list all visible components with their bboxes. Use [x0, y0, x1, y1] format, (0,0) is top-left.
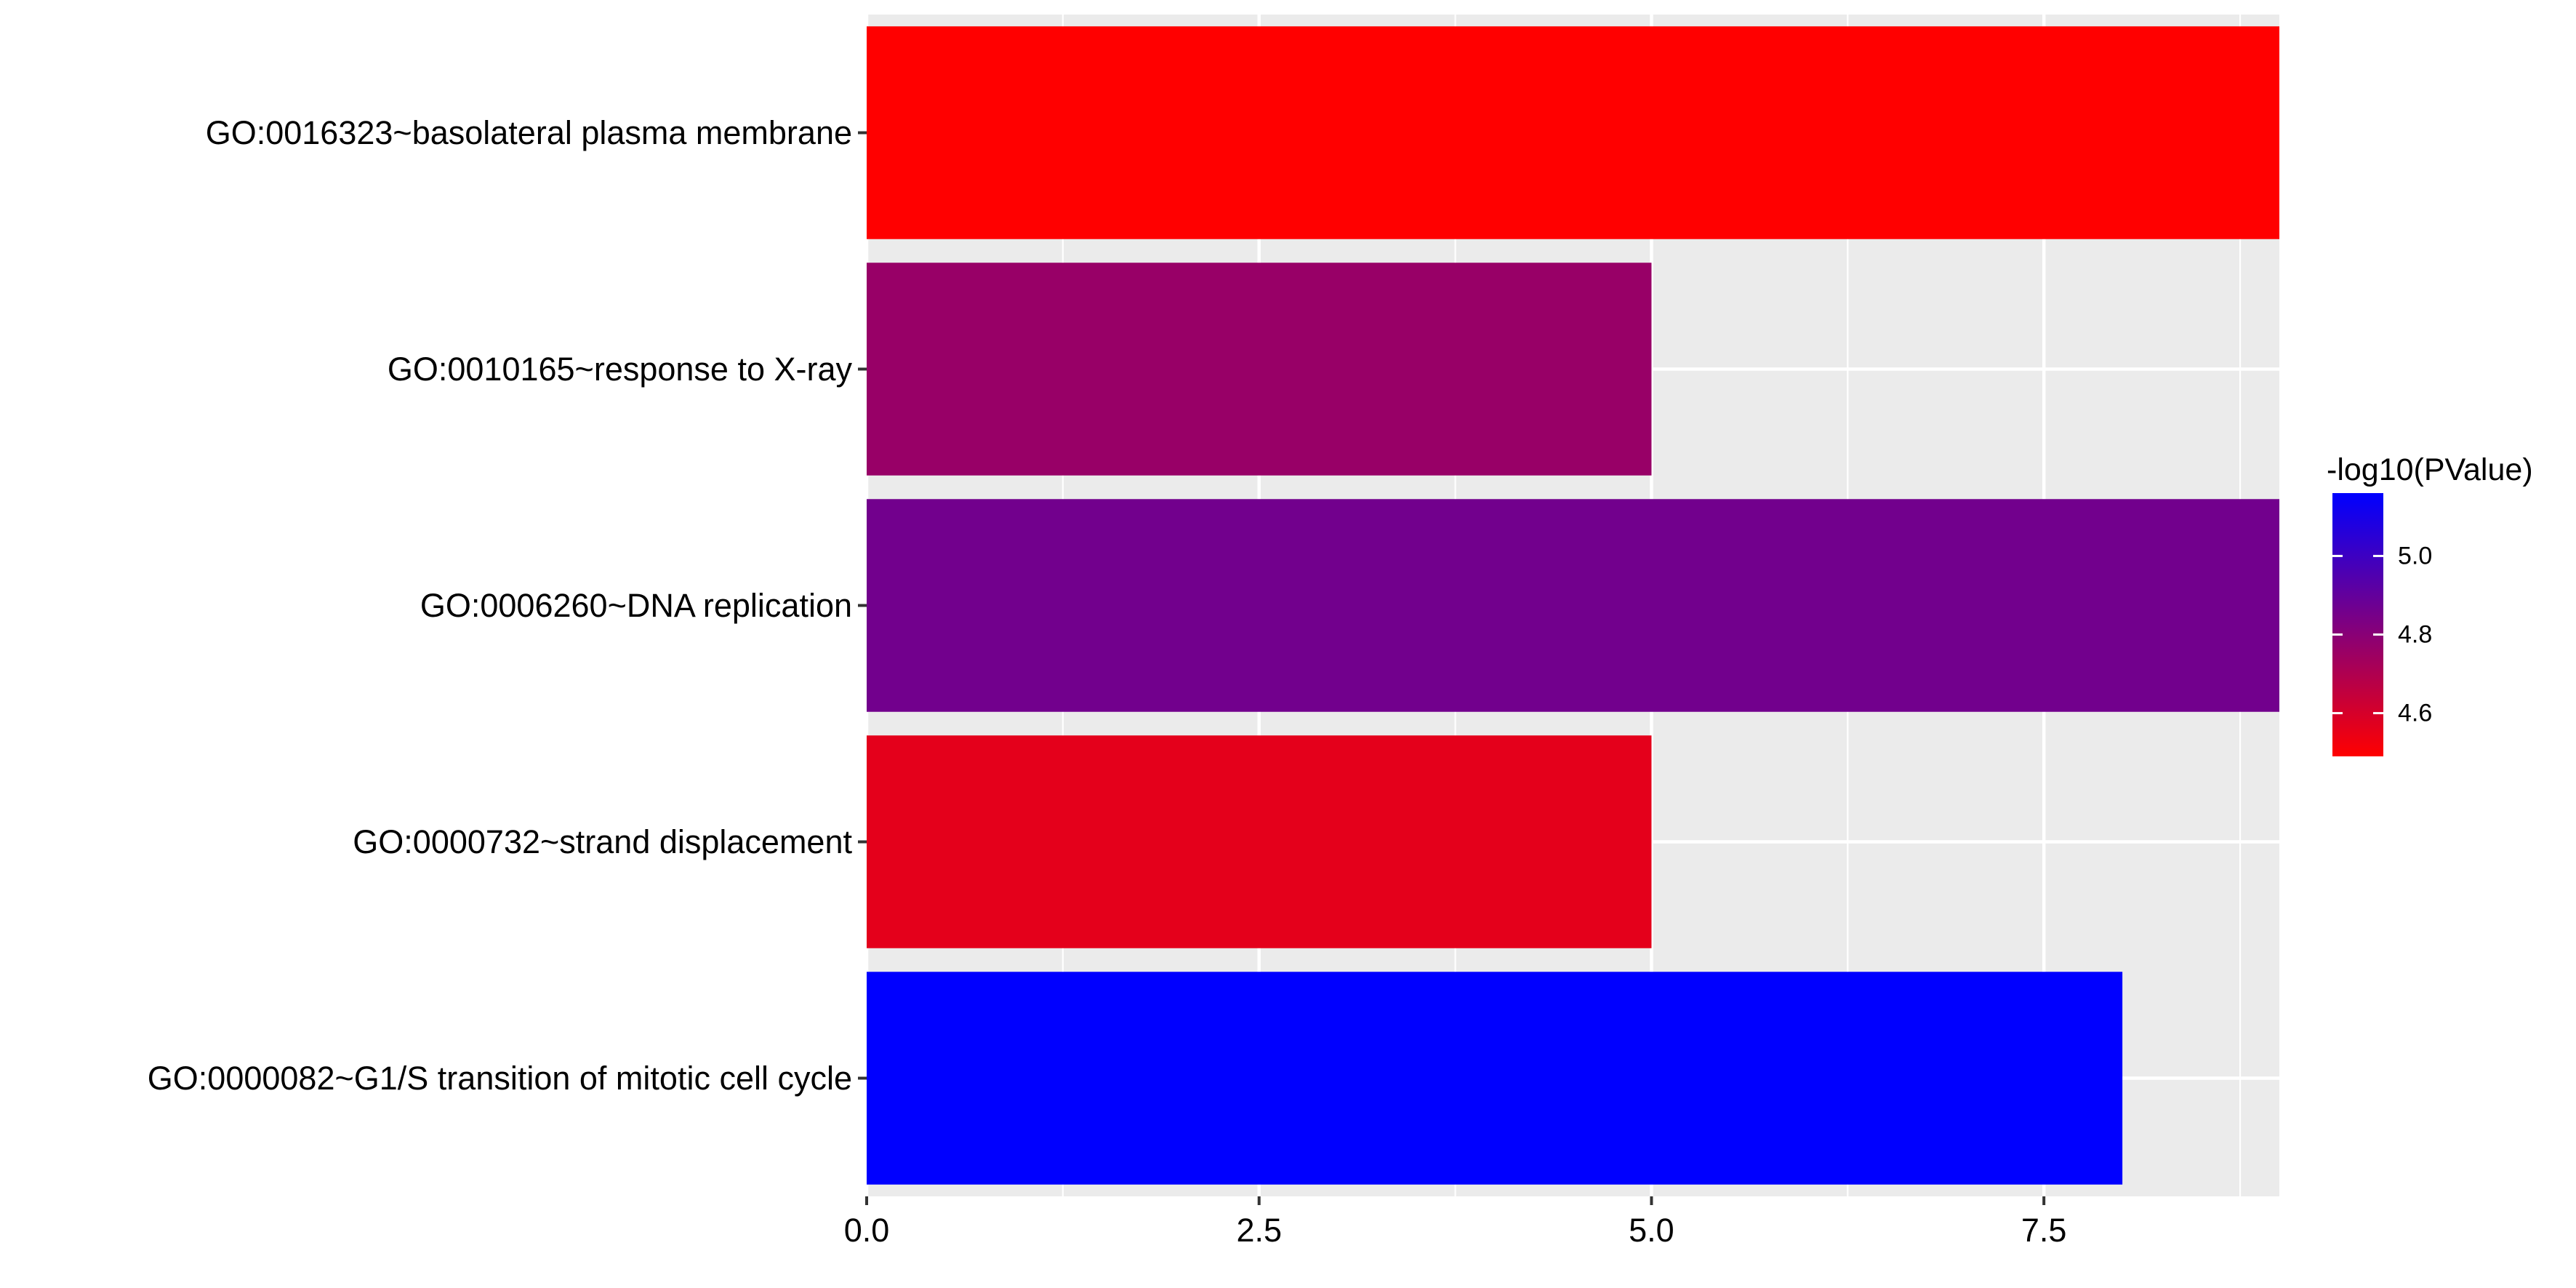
category-label: GO:0016323~basolateral plasma membrane	[206, 114, 852, 151]
x-tick-label: 7.5	[2021, 1212, 2067, 1249]
x-axis: 0.0 2.5 5.0 7.5	[844, 1196, 2067, 1249]
color-legend: -log10(PValue) 5.0 4.8 4.6	[2327, 452, 2533, 756]
bar	[867, 735, 1652, 948]
category-label: GO:0006260~DNA replication	[420, 587, 852, 624]
bar	[867, 972, 2123, 1185]
bar	[867, 263, 1652, 476]
category-label: GO:0000732~strand displacement	[353, 823, 852, 860]
x-tick-label: 0.0	[844, 1212, 890, 1249]
x-tick-label: 2.5	[1236, 1212, 1282, 1249]
bars	[867, 26, 2279, 1185]
category-label: GO:0010165~response to X-ray	[388, 351, 853, 388]
bar	[867, 499, 2279, 712]
category-label: GO:0000082~G1/S transition of mitotic ce…	[148, 1060, 852, 1097]
legend-tick-label: 4.6	[2398, 700, 2432, 727]
category-labels: GO:0016323~basolateral plasma membrane GO…	[148, 114, 867, 1097]
legend-title: -log10(PValue)	[2327, 452, 2533, 487]
x-tick-label: 5.0	[1629, 1212, 1674, 1249]
legend-tick-label: 5.0	[2398, 542, 2432, 569]
legend-colorbar	[2332, 493, 2383, 756]
legend-tick-label: 4.8	[2398, 621, 2432, 649]
bar	[867, 26, 2279, 239]
